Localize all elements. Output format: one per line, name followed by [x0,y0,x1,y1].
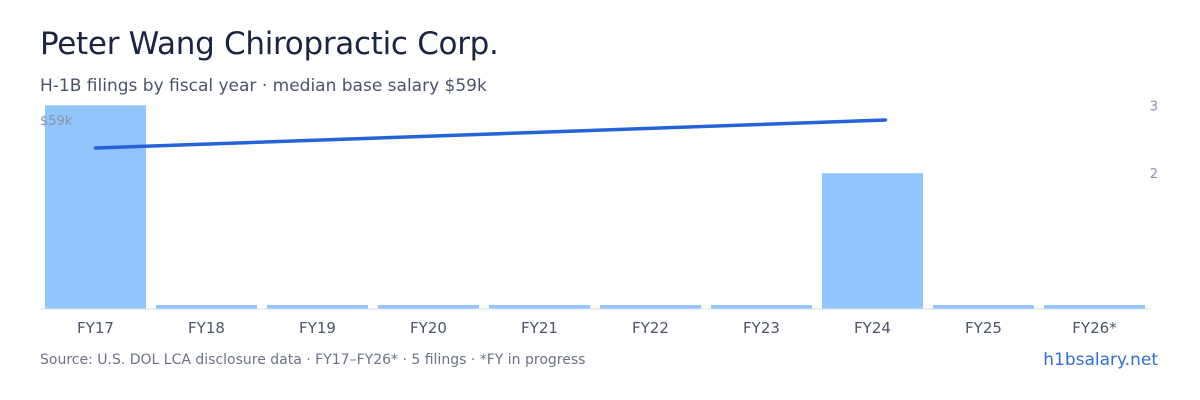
x-tick-label: FY24 [854,319,891,337]
brand-link[interactable]: h1bsalary.net [1043,350,1158,370]
x-tick-label: FY26* [1072,319,1117,337]
bar-fy23 [711,305,812,309]
bar-fy22 [600,305,701,309]
x-tick-label: FY18 [188,319,225,337]
x-tick-label: FY20 [410,319,447,337]
bar-fy26 [1044,305,1145,309]
bar-fy18 [156,305,257,309]
bar-fy21 [489,305,590,309]
bar-fy24 [822,173,923,309]
bar-fy17 [45,105,146,310]
right-axis-tick-label: 2 [1150,167,1158,182]
salary-line [93,118,888,150]
right-axis-tick-label: 3 [1150,99,1158,114]
left-axis-label: $59k [40,114,73,129]
chart-title: Peter Wang Chiropractic Corp. [40,26,499,62]
x-tick-label: FY17 [77,319,114,337]
x-tick-label: FY19 [299,319,336,337]
bar-fy20 [378,305,479,309]
x-tick-label: FY22 [632,319,669,337]
bar-fy25 [933,305,1034,309]
chart-subtitle: H-1B filings by fiscal year · median bas… [40,76,487,96]
x-tick-label: FY25 [965,319,1002,337]
x-tick-label: FY23 [743,319,780,337]
source-note: Source: U.S. DOL LCA disclosure data · F… [40,352,586,368]
x-tick-label: FY21 [521,319,558,337]
bar-fy19 [267,305,368,309]
